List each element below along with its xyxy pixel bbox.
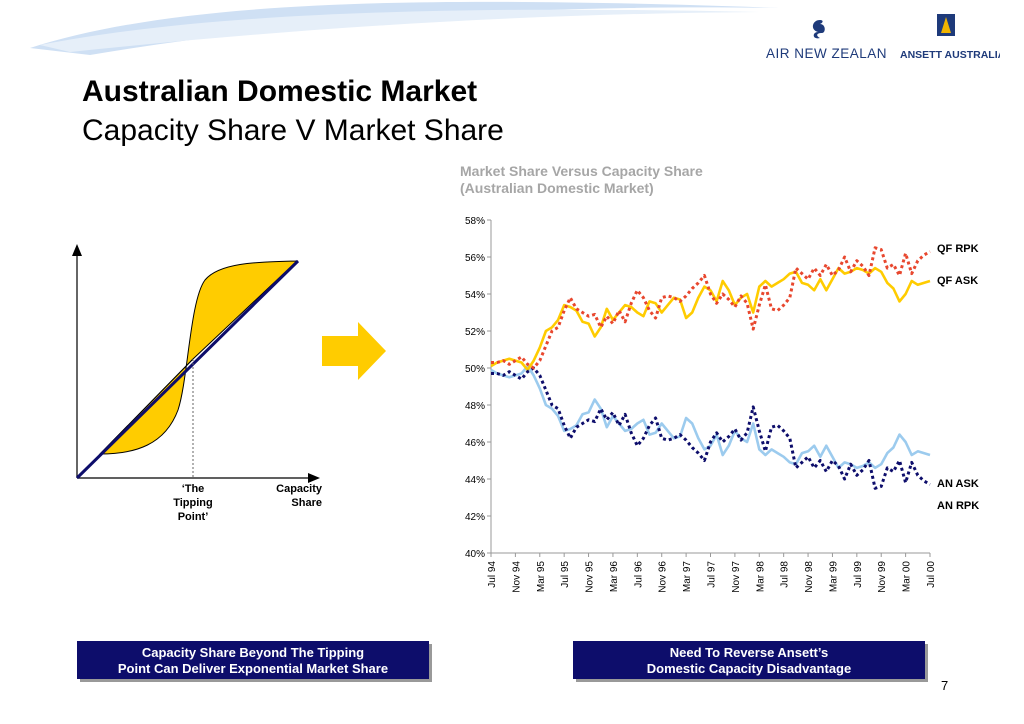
y-tick-label: 42%	[465, 512, 485, 523]
callout-right-line-1: Need To Reverse Ansett’s	[669, 645, 829, 660]
x-tick-label: Mar 00	[902, 561, 913, 593]
koru-icon	[812, 20, 825, 39]
callout-box-right: Need To Reverse Ansett’s Domestic Capaci…	[573, 641, 925, 679]
svg-text:AIR NEW ZEALAND: AIR NEW ZEALAND	[766, 46, 886, 61]
x-tick-label: Jul 98	[780, 561, 791, 588]
capacity-label-2: Share	[291, 497, 322, 509]
x-tick-label: Jul 95	[560, 561, 571, 588]
series-line-an-ask	[490, 364, 931, 470]
x-tick-label: Nov 97	[731, 561, 742, 593]
x-tick-label: Nov 96	[658, 561, 669, 593]
x-tick-label: Mar 98	[755, 561, 766, 593]
y-tick-label: 46%	[465, 438, 485, 449]
callout-right-line-2: Domestic Capacity Disadvantage	[646, 661, 852, 676]
y-tick-label: 56%	[465, 253, 485, 264]
x-tick-label: Nov 98	[804, 561, 815, 593]
callout-left-line-2: Point Can Deliver Exponential Market Sha…	[117, 661, 389, 676]
chart-title-line-1: Market Share Versus Capacity Share	[460, 163, 703, 179]
page-number: 7	[941, 678, 949, 693]
svg-text:ANSETT AUSTRALIA: ANSETT AUSTRALIA	[900, 49, 1000, 61]
air-new-zealand-logo: AIR NEW ZEALAND	[766, 14, 897, 64]
y-tick-label: 54%	[465, 290, 485, 301]
x-tick-label: Nov 94	[511, 561, 522, 593]
right-arrow-icon	[322, 322, 386, 380]
y-tick-label: 50%	[465, 364, 485, 375]
x-tick-label: Jul 94	[487, 561, 498, 588]
header-swoosh	[30, 1, 780, 55]
diagonal-line	[75, 259, 300, 480]
y-tick-label: 48%	[465, 401, 485, 412]
x-tick-label: Nov 99	[877, 561, 888, 593]
tipping-label-1: ‘The	[182, 483, 205, 495]
x-tick-label: Jul 96	[633, 561, 644, 588]
x-tick-label: Mar 95	[536, 561, 547, 593]
tipping-point-diagram: ‘The Tipping Point’ Capacity Share	[72, 244, 323, 523]
series-line-qf-ask	[490, 266, 931, 372]
series-label-an-ask: AN ASK	[937, 478, 979, 490]
series-label-qf-ask: QF ASK	[937, 275, 978, 287]
series-line-an-rpk	[491, 366, 931, 490]
y-tick-label: 52%	[465, 327, 485, 338]
page-title: Australian Domestic Market	[82, 75, 478, 108]
y-tick-label: 58%	[465, 216, 485, 227]
page-subtitle: Capacity Share V Market Share	[82, 114, 504, 147]
callout-box-left: Capacity Share Beyond The Tipping Point …	[77, 641, 429, 679]
y-tick-label: 40%	[465, 549, 485, 560]
tipping-label-3: Point’	[178, 511, 209, 523]
tipping-label-2: Tipping	[173, 497, 213, 509]
x-tick-label: Jul 99	[853, 561, 864, 588]
callout-left-line-1: Capacity Share Beyond The Tipping	[141, 645, 365, 660]
series-label-qf-rpk: QF RPK	[937, 243, 979, 255]
x-tick-label: Mar 97	[682, 561, 693, 593]
series-line-qf-rpk	[491, 246, 931, 370]
x-axis-arrow-icon	[308, 473, 320, 483]
x-tick-label: Jul 00	[926, 561, 937, 588]
chart-title-line-2: (Australian Domestic Market)	[460, 180, 654, 196]
y-tick-label: 44%	[465, 475, 485, 486]
capacity-label-1: Capacity	[276, 483, 323, 495]
ansett-australia-logo: ANSETT AUSTRALIA	[900, 12, 1006, 64]
x-tick-label: Mar 99	[828, 561, 839, 593]
x-tick-label: Jul 97	[707, 561, 718, 588]
x-tick-label: Nov 95	[585, 561, 596, 593]
chart-title: Market Share Versus Capacity Share (Aust…	[460, 163, 703, 197]
x-tick-label: Mar 96	[609, 561, 620, 593]
series-label-an-rpk: AN RPK	[937, 500, 979, 512]
y-axis-arrow-icon	[72, 244, 82, 256]
